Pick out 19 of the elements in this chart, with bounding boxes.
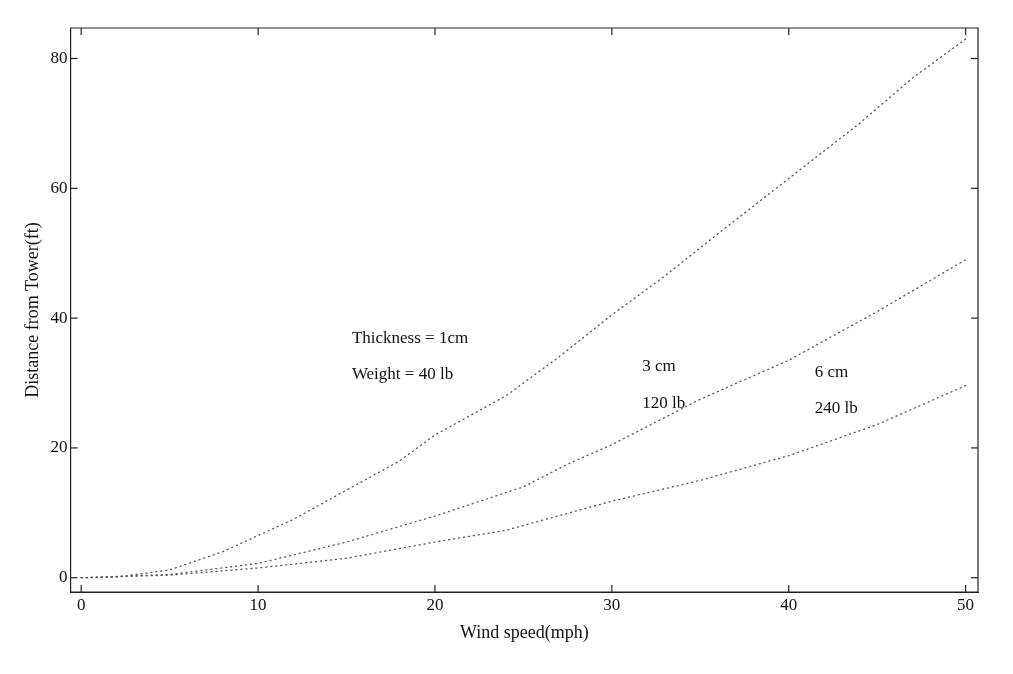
y-tick-label: 40 [50,307,68,327]
annotation: Thickness = 1cm [351,327,469,347]
x-tick-label: 30 [603,594,621,614]
annotation: 240 lb [814,398,858,418]
x-tick-label: 0 [76,594,86,614]
y-tick-label: 0 [59,567,68,587]
x-tick-label: 40 [780,594,798,614]
x-axis-title: Wind speed(mph) [459,621,589,643]
y-tick-label: 60 [50,177,68,197]
y-tick-label: 80 [50,47,68,67]
annotation: 3 cm [642,355,676,375]
annotation: 120 lb [642,392,686,412]
annotation: Weight = 40 lb [351,364,454,384]
x-tick-label: 50 [957,594,975,614]
x-tick-label: 10 [249,594,267,614]
y-axis-title: Distance from Tower(ft) [21,222,43,398]
x-tick-label: 20 [426,594,444,614]
y-tick-label: 20 [50,437,68,457]
annotation: 6 cm [814,361,849,381]
